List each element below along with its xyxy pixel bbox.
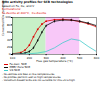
- svg-text:200: 200: [27, 56, 33, 60]
- html-text:Fe-Zeolite at 400°C, Cu-Zeolit: Fe-Zeolite at 400°C, Cu-Zeolite: [2, 10, 47, 15]
- svg-text:100: 100: [10, 56, 16, 60]
- svg-text:600: 600: [94, 56, 100, 60]
- svg-text:20: 20: [7, 45, 11, 49]
- html-text:Formulations:: Formulations:: [2, 7, 22, 12]
- svg-text:400: 400: [60, 55, 66, 60]
- html-text:- Fe-zeolites are best at low: - Fe-zeolites are best at low temperatur…: [2, 72, 55, 76]
- svg-text:500: 500: [77, 56, 83, 60]
- svg-text:Converted NOx conversion (%): Converted NOx conversion (%): [1, 0, 5, 36]
- svg-text:60: 60: [7, 30, 11, 34]
- svg-text:80: 80: [7, 23, 11, 27]
- svg-text:300: 300: [43, 55, 49, 60]
- svg-text:100: 100: [5, 15, 11, 19]
- html-text:Fe-zeol. SCR: Fe-zeol. SCR: [9, 62, 27, 66]
- svg-text:0: 0: [8, 52, 11, 57]
- svg-text:40: 40: [7, 38, 11, 42]
- html-text:MBE/ Pure SCR: MBE/ Pure SCR: [9, 65, 31, 70]
- html-text:NOx activity profiles for SCR: NOx activity profiles for SCR technologi…: [2, 0, 73, 4]
- html-text:- Fe-profiles perform well at: - Fe-profiles perform well at high tempe…: [2, 75, 61, 79]
- html-text:- Vanadium-based SCRs are not: - Vanadium-based SCRs are not suitable f…: [2, 78, 75, 82]
- html-text:V2-SCR: V2-SCR: [9, 68, 20, 73]
- svg-text:Flue gas temperature (°C): Flue gas temperature (°C): [36, 59, 73, 63]
- html-text:based on Fe, Cu, and V: based on Fe, Cu, and V: [2, 3, 35, 8]
